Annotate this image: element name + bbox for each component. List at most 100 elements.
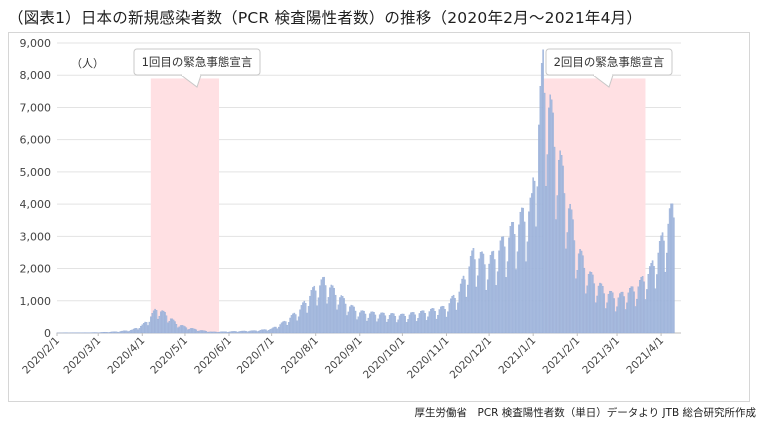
daily-cases-bar [104, 331, 107, 334]
y-tick-label: 2,000 [20, 263, 52, 276]
daily-cases-bar [567, 208, 570, 334]
daily-cases-bar [556, 195, 559, 334]
daily-cases-bar [624, 309, 627, 334]
daily-cases-bar [606, 302, 608, 334]
daily-cases-bar [113, 331, 115, 334]
daily-cases-bar [351, 305, 354, 334]
daily-cases-bar [117, 332, 119, 334]
daily-cases-bar [329, 287, 331, 334]
daily-cases-bar [395, 322, 398, 334]
daily-cases-bar [144, 321, 146, 334]
daily-cases-bar [199, 330, 202, 334]
daily-cases-bar [481, 251, 483, 334]
daily-cases-bar [506, 261, 509, 334]
daily-cases-bar [468, 266, 470, 334]
daily-cases-bar [458, 291, 461, 334]
daily-cases-bar [241, 330, 243, 334]
daily-cases-bar [518, 224, 520, 334]
daily-cases-bar [279, 324, 281, 334]
daily-cases-bar [653, 266, 655, 334]
y-axis-unit-label: （人） [71, 57, 104, 70]
daily-cases-bar [310, 290, 313, 334]
daily-cases-bar [331, 285, 334, 334]
daily-cases-bar [138, 328, 141, 334]
daily-cases-bar [133, 328, 135, 334]
daily-cases-bar [650, 263, 652, 334]
daily-cases-bar [297, 316, 300, 334]
daily-cases-bar [364, 313, 367, 334]
daily-cases-bar [344, 303, 347, 334]
daily-cases-bar [535, 226, 537, 334]
daily-cases-bar [457, 302, 459, 334]
daily-cases-bar [623, 296, 625, 334]
daily-cases-bar [648, 266, 651, 334]
daily-cases-bar [334, 294, 337, 334]
daily-cases-bar [461, 278, 463, 334]
daily-cases-bar [359, 312, 361, 334]
daily-cases-bar [273, 326, 276, 334]
daily-cases-bar [253, 330, 256, 334]
daily-cases-bar [619, 293, 621, 334]
daily-cases-bar [361, 310, 364, 334]
daily-cases-bar [489, 255, 492, 334]
daily-cases-bar [157, 318, 159, 334]
daily-cases-bar [438, 309, 441, 334]
daily-cases-bar [218, 331, 220, 334]
daily-cases-bar [550, 99, 553, 334]
daily-cases-bar [521, 207, 523, 334]
daily-cases-bar [613, 298, 615, 334]
daily-cases-bar [191, 328, 193, 334]
chart-title: （図表1）日本の新規感染者数（PCR 検査陽性者数）の推移（2020年2月～20… [8, 9, 643, 27]
daily-cases-bar [242, 330, 244, 334]
daily-cases-bar [437, 315, 439, 334]
daily-cases-bar [215, 331, 217, 334]
daily-cases-bar [134, 328, 136, 334]
daily-cases-bar [152, 310, 155, 334]
daily-cases-bar [552, 112, 554, 334]
daily-cases-bar [614, 311, 617, 334]
daily-cases-bar [425, 320, 428, 334]
daily-cases-bar [417, 318, 419, 334]
daily-cases-bar [540, 63, 543, 334]
daily-cases-bar [657, 252, 660, 334]
y-tick-label: 0 [44, 327, 51, 340]
daily-cases-bar [525, 261, 527, 334]
y-tick-label: 6,000 [20, 134, 52, 147]
daily-cases-bar [637, 286, 640, 334]
daily-cases-bar [569, 203, 571, 334]
daily-cases-bar [354, 310, 357, 334]
daily-cases-bar [115, 331, 118, 334]
daily-cases-bar [285, 321, 287, 334]
daily-cases-bar [110, 331, 112, 334]
daily-cases-bar [661, 232, 664, 334]
daily-cases-bar [512, 222, 515, 334]
daily-cases-bar [418, 313, 421, 334]
daily-cases-bar [333, 287, 335, 334]
daily-cases-bar [324, 285, 327, 334]
daily-cases-bar [319, 285, 321, 334]
daily-cases-bar [405, 322, 408, 334]
daily-cases-bar [336, 309, 338, 334]
daily-cases-bar [560, 155, 563, 334]
daily-cases-bar [656, 274, 658, 334]
daily-cases-bar [539, 86, 542, 334]
daily-cases-bar [135, 328, 138, 334]
daily-cases-bar [160, 311, 162, 334]
daily-cases-bar [246, 331, 249, 334]
daily-cases-bar [599, 282, 601, 334]
daily-cases-bar [337, 304, 340, 334]
daily-cases-bar [356, 319, 358, 334]
daily-cases-bar [640, 277, 642, 334]
daily-cases-bar [226, 332, 229, 334]
daily-cases-bar [282, 321, 284, 334]
emergency-label-pointer [592, 74, 614, 88]
daily-cases-bar [287, 322, 290, 334]
daily-cases-bar [312, 287, 314, 334]
daily-cases-bar [428, 311, 431, 334]
daily-cases-bar [293, 312, 296, 334]
daily-cases-bar [494, 259, 496, 334]
daily-cases-bar [268, 330, 270, 334]
daily-cases-bar [513, 234, 516, 334]
daily-cases-bar [449, 298, 452, 334]
daily-cases-bar [214, 331, 216, 334]
